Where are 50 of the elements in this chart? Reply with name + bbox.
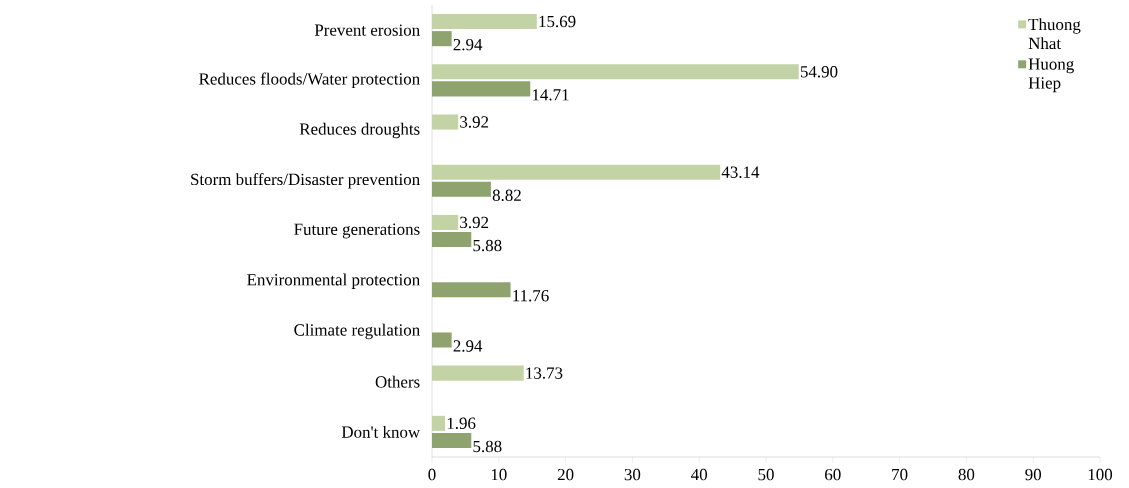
bar xyxy=(432,282,511,298)
y-tick-label: Storm buffers/Disaster prevention xyxy=(191,173,420,189)
x-tick-label: 0 xyxy=(428,468,436,481)
y-tick-label: Climate regulation xyxy=(294,323,420,340)
data-label: 54.90 xyxy=(800,66,838,78)
x-tick-label: 90 xyxy=(1025,468,1042,481)
bar xyxy=(432,81,531,97)
y-tick-label: Environmental protection xyxy=(247,273,420,289)
bar xyxy=(432,181,491,197)
bar xyxy=(432,14,537,30)
y-tick-label: Don't know xyxy=(341,425,421,438)
data-label: 5.88 xyxy=(473,239,502,252)
x-tick-label: 60 xyxy=(825,468,841,481)
bar xyxy=(432,232,472,248)
y-tick-label: Future generations xyxy=(294,223,420,239)
bar xyxy=(432,432,472,448)
data-label: 13.73 xyxy=(526,367,563,379)
data-label: 5.88 xyxy=(473,440,502,453)
data-label: 2.94 xyxy=(453,38,483,51)
data-label: 1.96 xyxy=(447,417,476,430)
x-tick-label: 20 xyxy=(557,468,574,481)
bar xyxy=(432,64,799,80)
legend-label: Huong Hiep xyxy=(1028,58,1074,93)
legend-label: Thuong Nhat xyxy=(1028,18,1081,50)
bar xyxy=(432,31,452,47)
x-tick-label: 70 xyxy=(892,468,908,481)
bar xyxy=(432,214,459,230)
data-label: 15.69 xyxy=(539,15,576,28)
y-tick-label: Reduces floods/Water protection xyxy=(199,72,420,89)
data-label: 11.76 xyxy=(513,290,549,302)
data-label: 3.92 xyxy=(460,116,489,128)
bar xyxy=(432,415,446,431)
x-tick-label: 50 xyxy=(758,468,774,481)
data-label: 8.82 xyxy=(492,189,521,202)
x-tick-label: 30 xyxy=(624,468,641,481)
y-tick-label: Prevent erosion xyxy=(314,24,420,36)
data-label: 14.71 xyxy=(532,89,569,101)
x-tick-label: 100 xyxy=(1088,468,1113,481)
x-tick-label: 40 xyxy=(691,468,708,481)
y-tick-label: Others xyxy=(375,375,420,388)
data-label: 2.94 xyxy=(453,340,483,352)
bar xyxy=(432,114,459,130)
bar xyxy=(432,365,524,381)
y-tick-label: Reduces droughts xyxy=(299,122,420,139)
data-label: 3.92 xyxy=(460,216,489,229)
x-tick-label: 10 xyxy=(491,468,507,481)
bar xyxy=(432,332,452,348)
bar xyxy=(432,164,721,180)
data-label: 43.14 xyxy=(721,166,760,178)
x-tick-label: 80 xyxy=(958,468,975,481)
